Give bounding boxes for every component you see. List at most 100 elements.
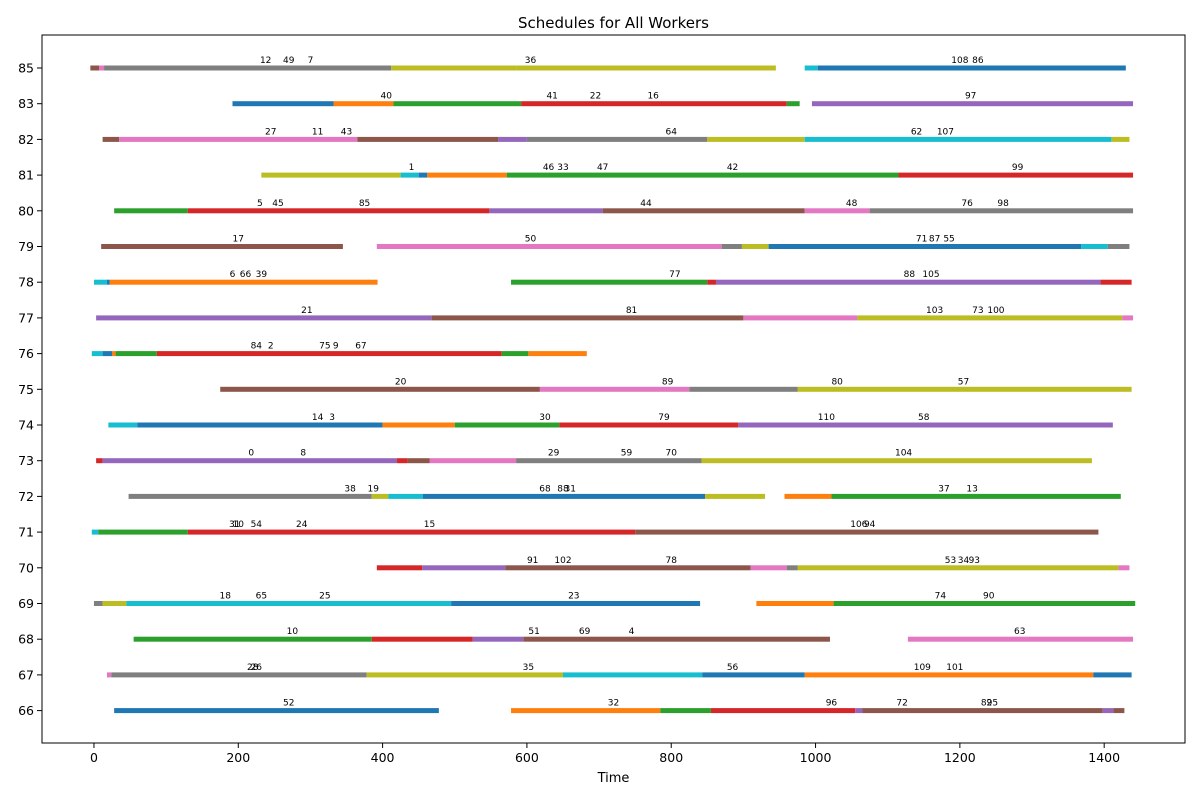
task-label: 29 [548,449,560,459]
task-bar [106,279,110,285]
task-bar [559,422,739,428]
task-label: 62 [911,127,922,137]
task-label: 76 [961,199,973,209]
task-bar [391,65,517,71]
task-bar [511,279,708,285]
task-bar [472,636,524,642]
task-bar [862,708,1103,714]
task-label: 85 [359,199,370,209]
task-label: 50 [525,235,537,245]
task-bar [96,315,432,321]
task-bar [516,458,702,464]
x-tick-label: 400 [371,750,395,765]
task-label: 97 [965,92,976,102]
task-label: 104 [895,449,912,459]
bars-layer [90,65,1136,714]
task-bar [357,136,499,142]
task-label: 101 [946,663,963,673]
task-label: 3 [329,413,335,423]
task-bar [833,601,1136,606]
task-label: 93 [969,556,980,566]
task-label: 24 [296,520,308,530]
y-tick-label: 69 [18,596,34,611]
y-tick-label: 70 [18,560,34,575]
task-bar [366,672,563,678]
x-tick-label: 1200 [944,750,976,765]
task-bar [689,386,798,392]
y-tick-label: 83 [18,96,34,111]
task-label: 33 [557,163,568,173]
task-bar [511,708,661,714]
task-label: 106 [850,520,867,530]
x-tick-label: 1400 [1088,750,1120,765]
task-label: 31 [229,520,240,530]
task-bar [101,244,343,249]
task-label: 72 [896,699,907,709]
task-bar [1122,315,1134,321]
task-bar [526,136,708,142]
chart-title: Schedules for All Workers [518,14,709,32]
task-label: 73 [972,306,983,316]
task-bar [422,565,506,571]
task-label: 71 [916,235,927,245]
task-bar [220,386,540,392]
task-bar [115,351,157,357]
x-tick-label: 800 [659,750,683,765]
task-bar [869,208,1134,214]
task-label: 17 [233,235,244,245]
task-bar [804,208,870,214]
task-label: 48 [846,199,858,209]
task-bar [104,65,392,71]
task-bar [156,351,502,357]
task-bar [635,529,1099,535]
task-bar [797,565,1119,571]
task-label: 57 [958,377,969,387]
task-label: 9 [333,342,339,352]
task-bar [102,601,127,606]
y-tick-label: 80 [18,203,34,218]
task-bar [756,601,834,606]
task-label: 80 [831,377,843,387]
task-label: 44 [640,199,652,209]
task-bar [797,386,1132,392]
task-label: 52 [283,699,294,709]
y-tick-label: 72 [18,489,34,504]
x-axis: 0 200 400 600 800 1000 1200 1400 [90,743,1120,765]
task-bar [857,315,1123,321]
task-label: 64 [666,127,678,137]
task-label: 7 [308,56,314,66]
task-label: 63 [1014,627,1025,637]
task-bar [133,636,372,642]
task-bar [400,172,419,178]
task-label: 25 [319,592,330,602]
task-bar [701,458,1092,464]
x-tick-label: 0 [90,750,98,765]
task-label: 96 [826,699,838,709]
task-bar [102,351,112,357]
task-label: 59 [621,449,633,459]
task-bar [523,636,830,642]
x-tick-label: 200 [226,750,250,765]
task-label: 87 [929,235,940,245]
task-bar [96,458,103,464]
task-label: 43 [341,127,352,137]
task-label: 67 [355,342,366,352]
task-label: 53 [945,556,956,566]
task-label: 84 [251,342,263,352]
task-bar [429,458,517,464]
task-label: 26 [251,663,263,673]
task-bar [660,708,711,714]
task-label: 6 [230,270,236,280]
task-bar [1100,279,1132,285]
task-bar [388,493,423,499]
task-label: 51 [528,627,539,637]
task-bar [99,65,105,71]
task-label: 45 [272,199,283,209]
task-label: 91 [527,556,538,566]
task-label: 32 [608,699,619,709]
y-tick-label: 67 [18,667,34,682]
task-label: 12 [260,56,271,66]
task-bar [407,458,430,464]
